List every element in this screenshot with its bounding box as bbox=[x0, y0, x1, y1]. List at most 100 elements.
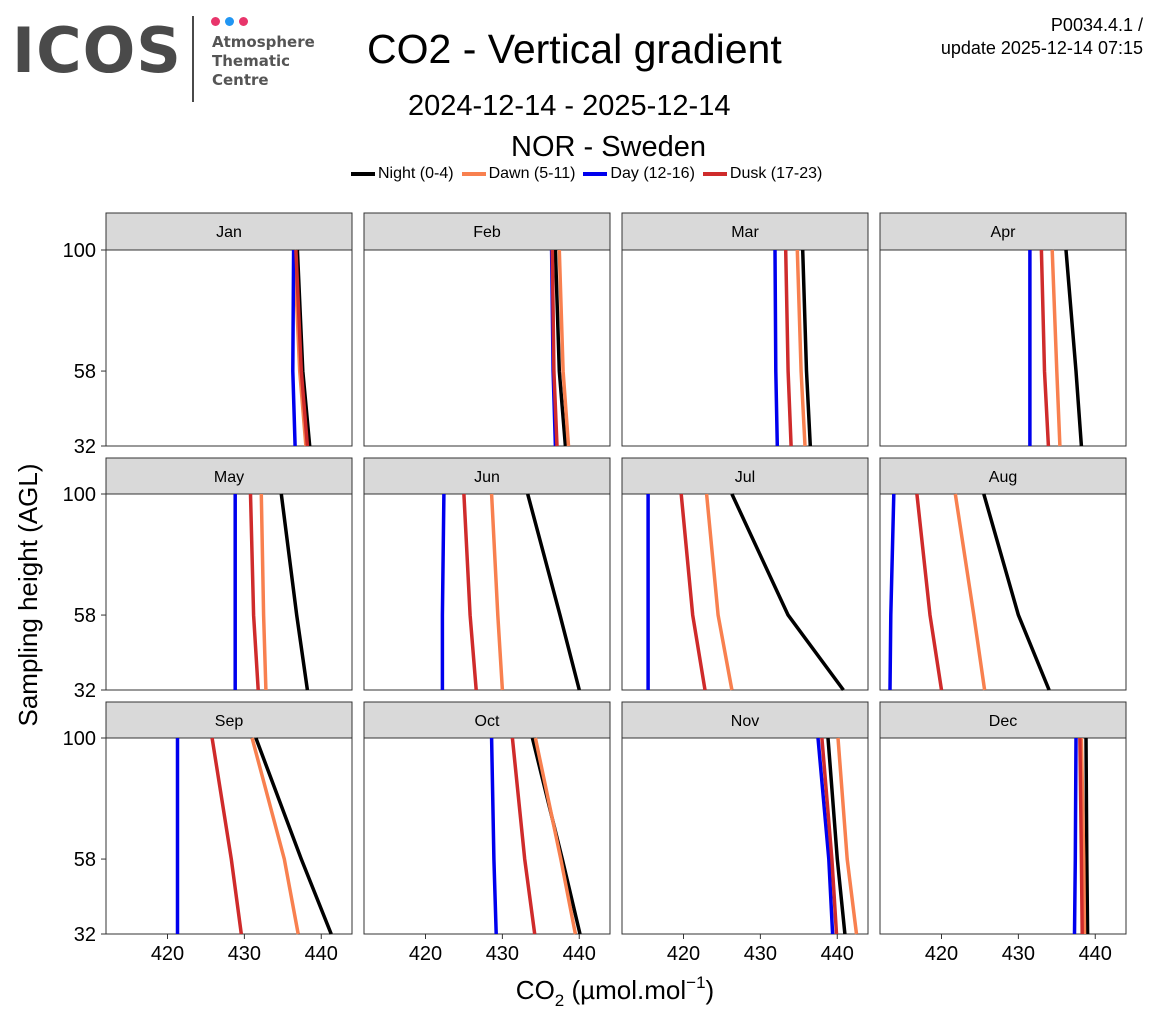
legend-item-dawn: Dawn (5-11) bbox=[461, 165, 576, 183]
series-line-apr-dawn bbox=[1050, 249, 1062, 447]
series-line-apr-dusk bbox=[1039, 249, 1051, 447]
series-line-aug-dusk bbox=[915, 493, 944, 691]
chart-title: CO2 - Vertical gradient bbox=[367, 26, 782, 72]
series-line-oct-dawn bbox=[533, 737, 578, 935]
facet-panel-jul bbox=[621, 493, 869, 691]
facet-panel-aug bbox=[879, 493, 1127, 691]
legend-item-day: Day (12-16) bbox=[583, 165, 695, 183]
update-timestamp: update 2025-12-14 07:15 bbox=[940, 38, 1143, 58]
facet-strip-apr bbox=[879, 212, 1127, 251]
series-line-nov-day bbox=[816, 737, 835, 935]
y-tick-label: 58 bbox=[74, 361, 96, 383]
series-line-sep-night bbox=[254, 737, 333, 935]
series-line-may-dusk bbox=[248, 493, 260, 691]
facet-strip-label-nov: Nov bbox=[731, 713, 759, 730]
x-tick-label: 430 bbox=[228, 943, 261, 965]
logo-dot-pink-icon bbox=[211, 17, 220, 26]
x-tick-label: 440 bbox=[305, 943, 338, 965]
x-tick-label: 430 bbox=[486, 943, 519, 965]
series-line-dec-day bbox=[1072, 737, 1078, 935]
y-tick-label: 100 bbox=[63, 240, 96, 262]
series-line-jul-dusk bbox=[679, 493, 707, 691]
series-line-aug-dawn bbox=[953, 493, 987, 691]
x-tick-label: 420 bbox=[151, 943, 184, 965]
series-line-may-dawn bbox=[259, 493, 268, 691]
x-tick-label: 430 bbox=[744, 943, 777, 965]
facet-panel-jan bbox=[105, 249, 353, 447]
logo-line-centre: Centre bbox=[212, 71, 269, 89]
y-tick-label: 58 bbox=[74, 849, 96, 871]
series-line-mar-night bbox=[800, 249, 813, 447]
facet-strip-oct bbox=[363, 701, 611, 740]
y-tick-label: 100 bbox=[63, 484, 96, 506]
facet-panel-may bbox=[105, 493, 353, 691]
series-line-dec-dusk bbox=[1078, 737, 1084, 935]
x-tick-label: 440 bbox=[1079, 943, 1112, 965]
logo-line-atmosphere: Atmosphere bbox=[212, 33, 315, 51]
logo-dot-blue-icon bbox=[225, 17, 234, 26]
series-line-oct-dusk bbox=[510, 737, 537, 935]
x-axis-title-rest: (µmol.mol bbox=[564, 975, 686, 1005]
x-axis-title-main: CO bbox=[516, 975, 555, 1005]
facet-panels: Jan 32 58 100 Feb Mar Apr May 32 58 100 Jun Jul Aug Se… bbox=[63, 212, 1127, 965]
series-line-nov-dusk bbox=[820, 737, 839, 935]
facet-panel-feb bbox=[363, 249, 611, 447]
x-tick-label: 440 bbox=[563, 943, 596, 965]
facet-strip-aug bbox=[879, 457, 1127, 496]
facet-strip-label-apr: Apr bbox=[991, 224, 1017, 241]
series-line-jun-night bbox=[526, 493, 581, 691]
x-axis-title-sup: −1 bbox=[686, 973, 705, 992]
facet-strip-label-dec: Dec bbox=[989, 713, 1017, 730]
icos-logo-text: ICOS bbox=[12, 14, 182, 87]
legend-label-dawn: Dawn (5-11) bbox=[488, 165, 576, 182]
x-tick-label: 420 bbox=[925, 943, 958, 965]
x-tick-label: 440 bbox=[821, 943, 854, 965]
facet-panel-mar bbox=[621, 249, 869, 447]
series-line-aug-day bbox=[888, 493, 896, 691]
version-info: P0034.4.1 / update 2025-12-14 07:15 bbox=[941, 14, 1143, 60]
series-line-jan-day bbox=[291, 249, 297, 447]
series-line-may-night bbox=[279, 493, 310, 691]
chart-subtitle-period: 2024-12-14 - 2025-12-14 bbox=[408, 90, 731, 122]
legend-label-day: Day (12-16) bbox=[610, 165, 695, 182]
legend-swatch-day bbox=[583, 172, 608, 176]
logo-line-thematic: Thematic bbox=[212, 52, 291, 70]
y-tick-label: 32 bbox=[74, 924, 96, 946]
facet-strip-label-mar: Mar bbox=[731, 224, 759, 241]
series-line-sep-dusk bbox=[210, 737, 244, 935]
logo-subtitle: Atmosphere Thematic Centre bbox=[212, 33, 315, 90]
series-line-jul-night bbox=[730, 493, 845, 692]
facet-strip-jan bbox=[105, 212, 353, 251]
series-line-mar-dawn bbox=[795, 249, 807, 447]
y-tick-label: 58 bbox=[74, 605, 96, 627]
legend-label-dusk: Dusk (17-23) bbox=[729, 165, 823, 182]
facet-panel-dec bbox=[879, 737, 1127, 935]
facet-strip-label-may: May bbox=[214, 469, 244, 486]
legend-label-night: Night (0-4) bbox=[378, 165, 454, 182]
facet-strip-label-oct: Oct bbox=[475, 713, 500, 730]
series-line-apr-night bbox=[1064, 249, 1084, 447]
series-line-aug-night bbox=[982, 493, 1051, 691]
series-line-feb-dusk bbox=[550, 249, 559, 447]
facet-strip-label-jan: Jan bbox=[216, 224, 242, 241]
facet-strip-feb bbox=[363, 212, 611, 251]
series-line-jun-dawn bbox=[489, 493, 505, 691]
x-tick-label: 420 bbox=[667, 943, 700, 965]
series-line-jun-dusk bbox=[462, 493, 478, 691]
series-line-nov-night bbox=[826, 737, 847, 935]
series-line-mar-dusk bbox=[783, 249, 793, 447]
legend-swatch-dawn bbox=[461, 172, 486, 176]
legend-item-night: Night (0-4) bbox=[351, 165, 454, 183]
facet-strip-label-jul: Jul bbox=[735, 469, 755, 486]
legend-swatch-dusk bbox=[702, 172, 727, 176]
facet-strip-mar bbox=[621, 212, 869, 251]
x-tick-label: 420 bbox=[409, 943, 442, 965]
logo-dot-pink2-icon bbox=[239, 17, 248, 26]
legend-swatch-night bbox=[351, 172, 375, 176]
legend-item-dusk: Dusk (17-23) bbox=[702, 165, 823, 183]
chart-subtitle-station: NOR - Sweden bbox=[511, 131, 707, 163]
x-axis-title-close: ) bbox=[706, 975, 715, 1005]
y-tick-label: 100 bbox=[63, 728, 96, 750]
series-line-feb-dawn bbox=[557, 249, 571, 447]
